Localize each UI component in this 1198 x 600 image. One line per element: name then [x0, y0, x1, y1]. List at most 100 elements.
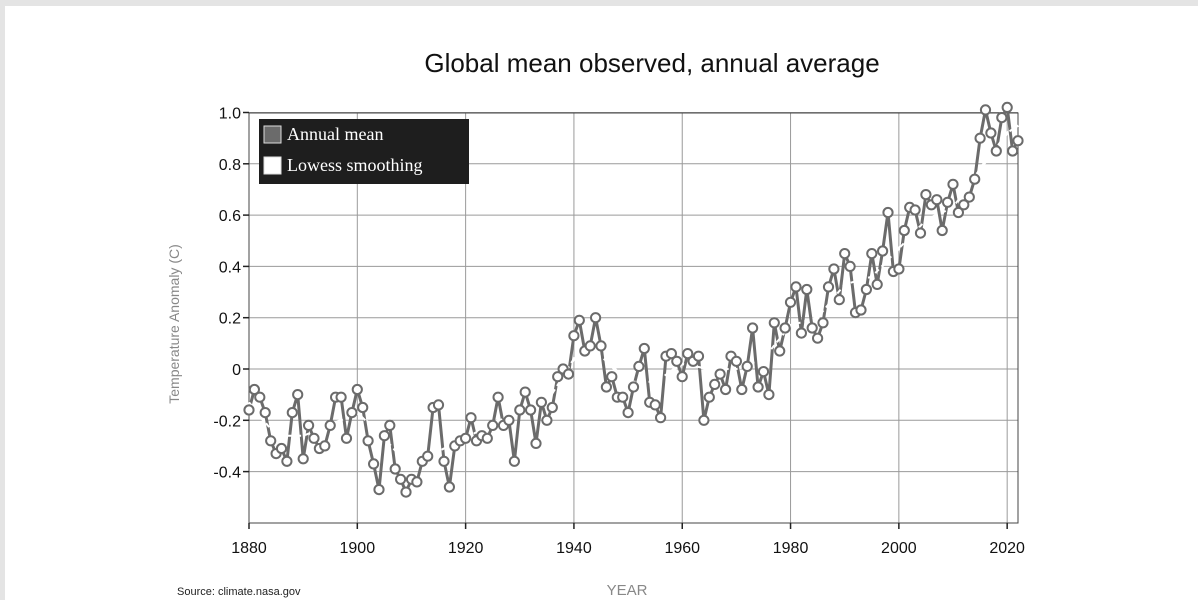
annual-mean-point — [974, 132, 986, 144]
annual-mean-point — [692, 350, 705, 362]
annual-mean-point — [562, 368, 575, 380]
annual-mean-points — [243, 101, 1024, 498]
x-tick-label: 1940 — [556, 540, 592, 557]
x-tick-label: 1880 — [231, 540, 267, 557]
temperature-anomaly-chart: Global mean observed, annual average 1.0… — [166, 48, 1025, 599]
annual-mean-point — [698, 414, 710, 426]
annual-mean-point — [275, 442, 288, 455]
source-credit: Source: climate.nasa.gov — [177, 586, 301, 598]
annual-mean-point — [335, 391, 347, 403]
annual-mean-point — [584, 340, 596, 352]
annual-mean-point — [801, 283, 813, 296]
annual-mean-point — [752, 381, 764, 393]
annual-mean-point — [931, 194, 943, 206]
annual-mean-point — [1012, 135, 1024, 147]
annual-mean-point — [292, 389, 304, 401]
annual-mean-point — [1001, 101, 1013, 114]
annual-mean-point — [833, 294, 845, 306]
annual-mean-point — [617, 391, 629, 403]
annual-mean-point — [958, 199, 970, 211]
annual-mean-point — [893, 263, 905, 275]
y-tick-label: 0.2 — [219, 311, 241, 328]
annual-mean-point — [990, 145, 1002, 157]
x-tick-label: 1980 — [773, 540, 809, 557]
annual-mean-point — [265, 435, 277, 447]
annual-mean-point — [969, 173, 981, 185]
annual-mean-point — [535, 396, 548, 408]
annual-mean-point — [877, 245, 889, 257]
annual-mean-point — [346, 407, 358, 419]
annual-mean-point — [487, 419, 499, 431]
annual-mean-point — [395, 473, 407, 485]
annual-mean-point — [389, 463, 401, 475]
annual-mean-point — [541, 414, 553, 426]
annual-mean-point — [709, 378, 721, 390]
annual-mean-point — [590, 312, 602, 324]
chart-title: Global mean observed, annual average — [424, 48, 879, 78]
annual-mean-point — [757, 366, 770, 378]
annual-mean-point — [508, 455, 520, 467]
annual-mean-point — [682, 348, 694, 360]
annual-mean-point — [795, 327, 808, 339]
annual-mean-point — [844, 260, 856, 272]
annual-mean-point — [828, 263, 840, 275]
annual-mean-point — [822, 281, 835, 293]
annual-mean-point — [627, 381, 640, 393]
annual-mean-point — [866, 248, 878, 260]
annual-mean-point — [308, 432, 320, 444]
x-axis-ticks: 1880 1900 1920 1940 1960 1980 2000 2020 — [231, 523, 1025, 557]
annual-mean-point — [357, 401, 369, 414]
annual-mean-point — [936, 224, 948, 237]
annual-mean-point — [774, 345, 786, 357]
y-axis-label: Temperature Anomaly (C) — [166, 244, 182, 404]
annual-mean-point — [671, 355, 683, 367]
annual-mean-point — [720, 383, 732, 396]
annual-mean-point — [432, 399, 445, 411]
annual-mean-point — [411, 476, 423, 488]
annual-mean-point — [595, 340, 607, 352]
y-tick-label: 0.8 — [219, 157, 241, 174]
legend: Annual mean Lowess smoothing — [259, 119, 469, 184]
annual-mean-point — [730, 355, 743, 367]
y-tick-label: 0.6 — [219, 208, 241, 225]
annual-mean-point — [443, 481, 455, 493]
annual-mean-point — [839, 248, 851, 260]
annual-mean-point — [384, 419, 396, 431]
y-tick-label: -0.2 — [213, 413, 241, 430]
y-tick-label: 0 — [232, 362, 241, 379]
y-axis-ticks: 1.0 0.8 0.6 0.4 0.2 0 -0.2 -0.4 — [213, 106, 249, 482]
annual-mean-point — [763, 389, 775, 401]
x-axis-label: YEAR — [607, 582, 648, 599]
annual-mean-point — [882, 206, 894, 219]
annual-mean-point — [373, 484, 385, 496]
annual-mean-point — [909, 204, 921, 216]
legend-label-lowess: Lowess smoothing — [287, 155, 423, 175]
annual-mean-point — [248, 383, 260, 396]
annual-mean-point — [898, 224, 910, 237]
annual-mean-point — [985, 127, 997, 139]
annual-mean-point — [525, 404, 537, 416]
annual-mean-point — [996, 112, 1008, 124]
annual-mean-point — [665, 348, 678, 360]
annual-mean-point — [514, 404, 526, 416]
annual-mean-point — [319, 440, 331, 452]
annual-mean-point — [622, 407, 634, 419]
annual-mean-point — [649, 399, 661, 411]
x-tick-label: 1960 — [664, 540, 700, 557]
annual-mean-point — [806, 322, 818, 334]
annual-mean-point — [303, 419, 315, 431]
annual-mean-point — [286, 407, 298, 419]
annual-mean-point — [655, 412, 667, 424]
annual-mean-point — [942, 196, 954, 208]
annual-mean-point — [871, 278, 883, 290]
annual-mean-point — [552, 371, 564, 383]
annual-mean-point — [568, 330, 580, 342]
annual-mean-point — [1007, 145, 1019, 157]
annual-mean-point — [676, 371, 688, 383]
annual-mean-point — [736, 383, 748, 396]
annual-mean-point — [243, 404, 255, 416]
y-tick-label: 0.4 — [219, 259, 241, 276]
annual-mean-point — [747, 322, 759, 334]
annual-mean-point — [855, 304, 867, 316]
annual-mean-point — [714, 368, 726, 380]
